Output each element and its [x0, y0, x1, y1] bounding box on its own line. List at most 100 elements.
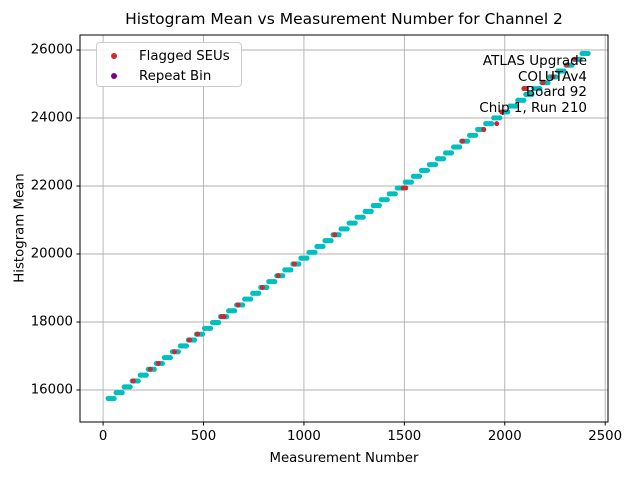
axes-spines [79, 34, 609, 423]
data-point-flagged-seu [195, 331, 200, 337]
data-point-mean [159, 360, 165, 367]
data-point-flagged-seu [499, 109, 505, 115]
annotation-line: Board 92 [525, 84, 587, 101]
data-point-mean [376, 202, 382, 209]
data-point-mean [561, 68, 567, 74]
legend-item-label: Flagged SEUs [139, 48, 230, 64]
data-point-mean [256, 290, 262, 296]
data-point-mean [392, 191, 398, 197]
data-point-mean [569, 62, 575, 68]
data-point-mean [448, 150, 455, 156]
y-tick-label: 22000 [30, 178, 73, 194]
data-point-mean [336, 232, 342, 238]
data-point-flagged-seu [523, 86, 529, 91]
data-point-mean [232, 308, 238, 314]
legend: Flagged SEUs Repeat Bin [96, 42, 242, 87]
data-point-flagged-seu [572, 56, 578, 62]
data-point-mean [360, 214, 366, 220]
data-point-mean [440, 156, 447, 162]
data-point-mean [207, 325, 214, 331]
y-tick-label: 16000 [30, 382, 73, 398]
data-point-flagged-seu [235, 302, 241, 308]
data-point-mean [384, 197, 390, 203]
legend-marker-icon [111, 53, 117, 59]
data-point-mean [288, 267, 294, 273]
data-point-mean [537, 85, 543, 92]
x-axis-label: Measurement Number [269, 451, 419, 466]
data-point-flagged-seu [564, 62, 570, 68]
x-tick-label: 0 [98, 429, 108, 444]
data-point-mean [577, 56, 583, 62]
x-tick-label: 500 [190, 429, 217, 444]
data-point-mean [585, 50, 591, 57]
legend-item: Repeat Bin [97, 66, 241, 86]
data-point-flagged-seu [130, 378, 136, 384]
annotation-block: ATLAS Upgrade COLUTAv4 Board 92 Chip 1, Run… [479, 53, 587, 116]
data-point-flagged-seu [460, 138, 465, 144]
data-point-mean [473, 132, 479, 138]
data-point-mean [424, 167, 431, 174]
data-point-mean [529, 91, 535, 97]
legend-item: Flagged SEUs [97, 46, 241, 66]
data-point-flagged-seu [494, 121, 500, 127]
x-tick-label: 2000 [487, 429, 522, 444]
data-point-mean [416, 173, 423, 179]
data-point-flagged-seu [540, 80, 546, 86]
data-point-mean [432, 161, 439, 168]
y-tick-label: 26000 [30, 42, 73, 58]
data-point-flagged-seu [187, 337, 192, 343]
data-point-mean [513, 103, 519, 109]
data-point-mean [352, 220, 358, 226]
data-point-mean [240, 302, 246, 308]
legend-marker-icon [111, 73, 117, 79]
data-point-mean [408, 179, 414, 185]
data-point-mean [191, 337, 198, 343]
data-point-mean [272, 278, 278, 285]
y-tick-label: 18000 [30, 314, 73, 330]
data-point-mean [199, 331, 206, 337]
data-point-mean [135, 378, 141, 384]
data-point-flagged-seu [259, 284, 265, 290]
x-tick-label: 2500 [588, 429, 623, 444]
data-point-mean [280, 273, 286, 279]
data-point-flagged-seu [155, 361, 161, 366]
data-point-mean [368, 208, 374, 214]
data-point-flagged-seu [550, 74, 556, 80]
data-point-mean [312, 249, 318, 255]
y-tick-label: 24000 [30, 110, 73, 126]
x-tick-label: 1500 [387, 429, 422, 444]
data-point-mean [505, 109, 511, 115]
data-point-flagged-seu [291, 261, 297, 267]
data-point-flagged-seu [147, 366, 153, 372]
data-point-mean [175, 349, 182, 355]
data-point-mean [264, 284, 270, 290]
data-point-flagged-seu [403, 185, 409, 191]
legend-item-label: Repeat Bin [139, 68, 212, 84]
data-point-mean [296, 261, 302, 267]
annotation-line: Chip 1, Run 210 [479, 99, 587, 116]
data-point-mean [119, 390, 125, 396]
data-point-mean [304, 255, 310, 261]
data-point-flagged-seu [332, 232, 338, 238]
data-point-mean [320, 243, 326, 250]
data-point-flagged-seu [275, 273, 281, 279]
data-point-mean [167, 354, 173, 361]
data-point-mean [215, 319, 222, 326]
x-tick-label: 1000 [287, 429, 321, 444]
data-point-flagged-seu [171, 349, 177, 355]
data-point-flagged-seu [481, 127, 487, 132]
annotation-line: ATLAS Upgrade [482, 53, 587, 69]
data-point-mean [183, 343, 190, 349]
annotation-line: COLUTAv4 [517, 68, 587, 85]
y-axis-label: Histogram Mean [12, 173, 28, 283]
data-point-mean [465, 138, 471, 144]
data-point-mean [143, 372, 149, 378]
data-point-mean [545, 80, 551, 86]
data-point-mean [497, 115, 503, 121]
data-point-mean [248, 296, 254, 302]
data-point-mean [111, 395, 117, 402]
data-point-mean [456, 144, 463, 150]
data-point-flagged-seu [221, 314, 227, 320]
data-point-mean [151, 366, 157, 372]
